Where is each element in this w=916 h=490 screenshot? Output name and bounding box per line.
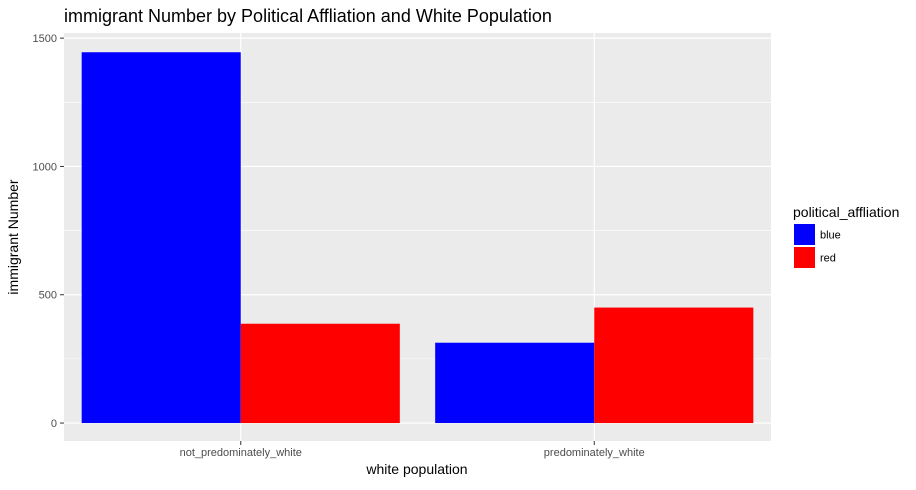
legend-title: political_affliation	[793, 204, 899, 220]
y-tick-label: 1500	[33, 33, 57, 45]
bar-red-predominately_white	[594, 307, 754, 424]
bar-red-not_predominately_white	[240, 323, 400, 424]
legend-label-blue: blue	[820, 230, 841, 242]
legend-key-blue	[794, 224, 815, 245]
x-tick-label: predominately_white	[544, 447, 645, 459]
bars	[81, 52, 754, 424]
bar-blue-not_predominately_white	[81, 52, 241, 424]
chart-title: immigrant Number by Political Affliation…	[64, 6, 552, 26]
y-tick-label: 500	[39, 290, 57, 302]
legend-key-red	[794, 247, 815, 268]
bar-blue-predominately_white	[435, 342, 595, 424]
legend: political_affliation blue red	[793, 204, 899, 268]
x-axis-label: white population	[365, 461, 467, 477]
legend-label-red: red	[820, 253, 836, 265]
y-axis: 0 500 1000 1500	[33, 33, 64, 430]
y-tick-label: 1000	[33, 161, 57, 173]
x-tick-label: not_predominately_white	[180, 447, 302, 459]
y-tick-label: 0	[51, 418, 57, 430]
x-axis: not_predominately_white predominately_whi…	[180, 441, 645, 459]
legend-items: blue red	[794, 224, 841, 268]
y-axis-label: immigrant Number	[5, 179, 21, 294]
